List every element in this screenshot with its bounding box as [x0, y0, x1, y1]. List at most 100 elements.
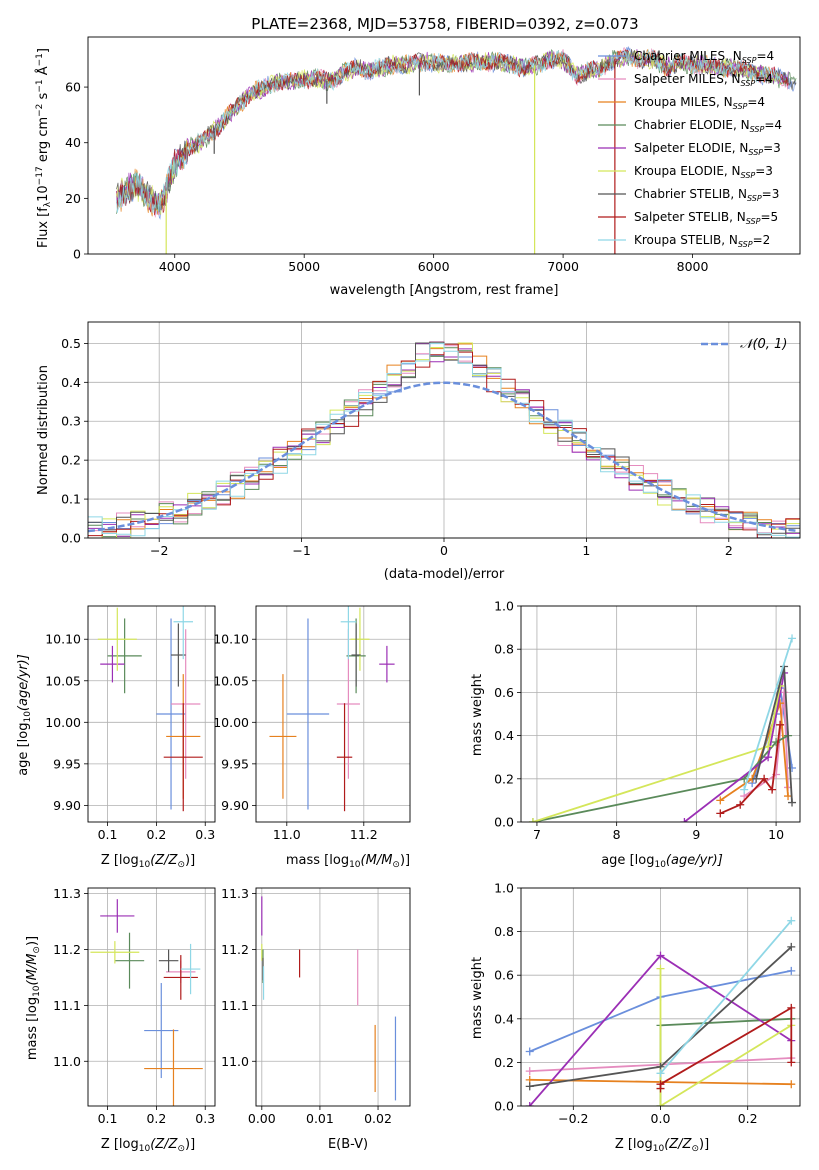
age_vs_z-xtick-label: 0.2: [146, 827, 166, 842]
age-vs-z-plot-area: 0.1 0.2 0.3 9.90 9.95 10.00 10.05 10.10: [45, 605, 216, 842]
figure-title: PLATE=2368, MJD=53758, FIBERID=0392, z=0…: [251, 15, 638, 33]
mass_vs_ebv-ytick-label: 11.3: [221, 886, 249, 901]
legend-label-tail: =5: [760, 210, 778, 224]
legend-label: Chabrier ELODIE, NSSP=4: [634, 118, 782, 134]
weight-vs-z-ylabel: mass weight: [470, 957, 485, 1039]
legend-label-main: Salpeter MILES, N: [634, 72, 741, 86]
mass_vs_z-ytick-label: 11.3: [53, 886, 81, 901]
legend-label: Kroupa ELODIE, NSSP=3: [634, 164, 773, 180]
weight_vs_age-series-marker: [760, 774, 769, 783]
weight_vs_age-series-line: [683, 672, 785, 822]
weight_vs_z-series-marker: [656, 1102, 665, 1106]
spectrum-marks: [116, 46, 797, 254]
weight_vs_age-ytick-label: 1.0: [494, 599, 514, 614]
weight_vs_z-series-marker: [787, 1058, 796, 1067]
weight_vs_age-series-marker: [784, 792, 793, 801]
legend-label-tail: =4: [747, 95, 765, 109]
mass_vs_z-ytick-label: 11.1: [53, 998, 81, 1013]
spectrum-xlabel: wavelength [Angstrom, rest frame]: [330, 283, 559, 298]
spectrum-series-line: [116, 48, 789, 216]
weight_vs_z-xtick-label: −0.2: [558, 1111, 588, 1126]
weight_vs_age-series-marker: [716, 809, 725, 818]
weight_vs_age-xtick-label: 8: [613, 827, 621, 842]
weight_vs_z-series-marker: [525, 1082, 534, 1091]
mass-vs-ebv-plot-area: 0.00 0.01 0.02 11.0 11.1 11.2 11.3: [221, 886, 411, 1126]
weight_vs_z-series-marker: [787, 1080, 796, 1089]
legend-label-sub: SSP: [733, 102, 748, 111]
weight_vs_z-ytick-label: 0.4: [494, 1011, 514, 1026]
spectrum-ytick-label: 60: [65, 80, 81, 95]
mass-vs-ebv-xlabel: E(B-V): [328, 1137, 368, 1152]
legend-label: Kroupa MILES, NSSP=4: [634, 95, 765, 111]
weight_vs_age-series-marker: [740, 785, 749, 794]
weight_vs_age-xtick-label: 10: [768, 827, 784, 842]
age-vs-mass-xlabel: mass [log10(M/M⊙)]: [286, 853, 410, 870]
weight-vs-age-xlabel: age [log10(age/yr)]: [601, 853, 723, 870]
legend-label-sub: SSP: [738, 240, 753, 249]
gauss-legend: 𝒩(0, 1): [701, 337, 787, 352]
residuals-xlabel: (data-model)/error: [384, 567, 505, 582]
weight_vs_age-series-marker: [528, 818, 537, 822]
legend-label-tail: =4: [755, 72, 773, 86]
legend-label-main: Chabrier ELODIE, N: [634, 118, 750, 132]
weight_vs_age-series-marker: [788, 634, 797, 643]
legend-label: Salpeter ELODIE, NSSP=3: [634, 141, 781, 157]
weight-vs-age-ylabel: mass weight: [470, 674, 485, 756]
legend-label: Salpeter STELIB, NSSP=5: [634, 210, 778, 226]
weight_vs_z-series-marker: [525, 1047, 534, 1056]
weight_vs_z-series-marker: [656, 1069, 665, 1078]
mass_vs_ebv-xtick-label: 0.00: [248, 1111, 276, 1126]
spectrum-xtick-label: 7000: [547, 259, 579, 274]
legend-label: Kroupa STELIB, NSSP=2: [634, 233, 770, 249]
legend-label: Chabrier STELIB, NSSP=3: [634, 187, 779, 203]
legend-label-main: Kroupa STELIB, N: [634, 233, 738, 247]
weight_vs_age-ytick-label: 0.4: [494, 728, 514, 743]
weight_vs_z-series-marker: [787, 966, 796, 975]
residual-histogram-step: [88, 343, 800, 538]
residuals-plot-area: −2 −1 0 1 2 0.0 0.1 0.2 0.3 0.4 0.5: [61, 321, 801, 558]
spectrum-series-line: [116, 49, 781, 214]
weight_vs_age-series-marker: [764, 753, 773, 762]
mass-vs-z-panel: 0.1 0.2 0.3 11.0 11.1 11.2 11.3 Z [log10(Z/Z⊙)…: [25, 886, 216, 1154]
weight_vs_z-series-marker: [525, 1102, 534, 1106]
weight_vs_z-marks: [525, 916, 796, 1106]
residuals-xtick-label: 0: [440, 543, 448, 558]
weight_vs_age-ytick-label: 0.6: [494, 685, 514, 700]
legend-label-tail: =4: [764, 118, 782, 132]
legend-label-sub: SSP: [750, 125, 765, 134]
weight_vs_z-series-line: [659, 968, 792, 1106]
age-vs-z-panel: 0.1 0.2 0.3 9.90 9.95 10.00 10.05 10.10 Z [log1…: [16, 605, 216, 870]
legend-label-main: Salpeter ELODIE, N: [634, 141, 748, 155]
weight_vs_age-series-marker: [776, 720, 785, 729]
residuals-marks: [88, 341, 800, 538]
age_vs_mass-ytick-label: 9.90: [221, 798, 249, 813]
weight_vs_age-xtick-label: 7: [533, 827, 541, 842]
weight_vs_age-series-marker: [788, 798, 797, 807]
residuals-xtick-label: −2: [150, 543, 168, 558]
weight_vs_age-series-line: [743, 692, 789, 797]
weight_vs_age-ytick-label: 0.2: [494, 771, 514, 786]
age_vs_z-ytick-label: 10.00: [45, 715, 81, 730]
weight_vs_z-series-line: [659, 920, 792, 1074]
legend-label-main: Chabrier MILES, N: [634, 49, 742, 63]
legend-label-tail: =2: [753, 233, 771, 247]
weight_vs_age-ytick-label: 0.8: [494, 642, 514, 657]
residuals-ytick-label: 0.3: [61, 414, 81, 429]
legend-label: Salpeter MILES, NSSP=4: [634, 72, 773, 88]
mass_vs_z-ytick-label: 11.2: [53, 942, 81, 957]
weight_vs_age-series-marker: [752, 774, 761, 783]
residuals-ytick-label: 0.1: [61, 492, 81, 507]
age_vs_z-ytick-label: 10.10: [45, 632, 81, 647]
weight-vs-age-panel: 7 8 9 10 0.0 0.2 0.4 0.6 0.8 1.0 age [log10(age/y…: [470, 599, 801, 870]
weight_vs_z-ytick-label: 0.8: [494, 924, 514, 939]
mass_vs_z-xtick-label: 0.3: [195, 1111, 215, 1126]
mass_vs_z-xtick-label: 0.2: [146, 1111, 166, 1126]
weight_vs_z-xtick-label: 0.0: [651, 1111, 671, 1126]
mass_vs_ebv-xtick-label: 0.02: [364, 1111, 392, 1126]
age_vs_z-ytick-label: 9.90: [53, 798, 81, 813]
residuals-ytick-label: 0.5: [61, 336, 81, 351]
residuals-xtick-label: −1: [292, 543, 310, 558]
weight_vs_z-series-marker: [656, 964, 665, 973]
residuals-xtick-label: 1: [582, 543, 590, 558]
